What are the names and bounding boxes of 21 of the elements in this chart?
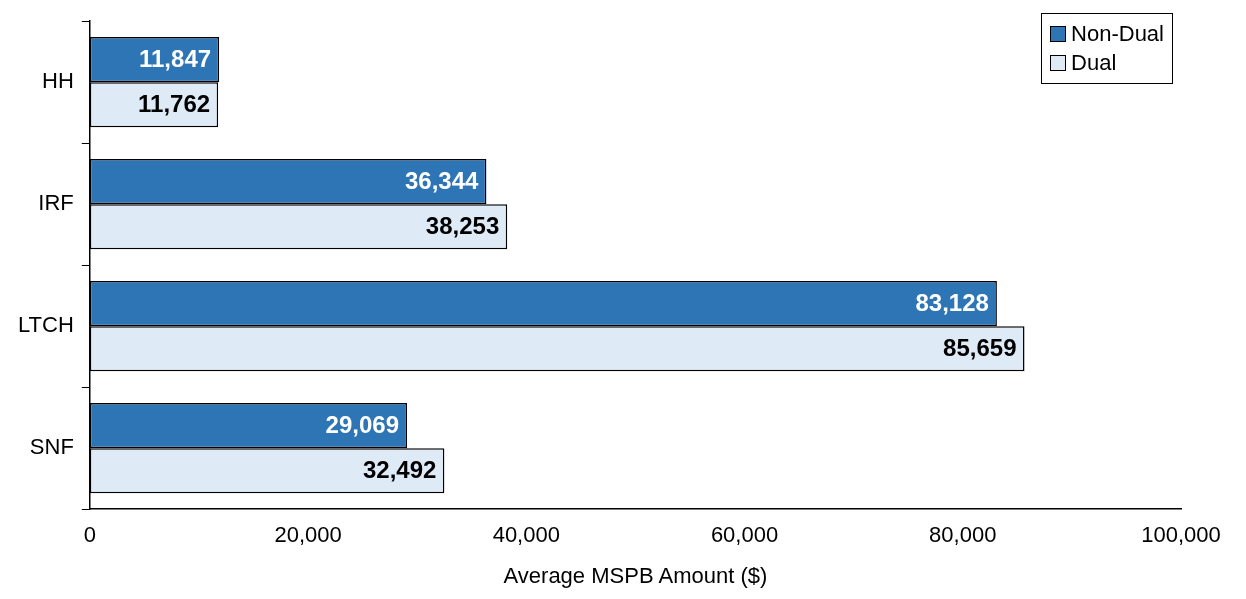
data-label: 11,847 xyxy=(139,45,212,73)
legend-label: Non-Dual xyxy=(1071,21,1164,48)
legend-label: Dual xyxy=(1071,50,1117,77)
y-tick-label: IRF xyxy=(38,190,74,216)
data-label: 38,253 xyxy=(425,212,500,240)
x-tick-label: 100,000 xyxy=(1141,522,1221,548)
data-label: 83,128 xyxy=(915,289,989,317)
x-tick-label: 0 xyxy=(83,522,96,548)
data-label: 11,762 xyxy=(138,90,211,118)
y-tick-label: LTCH xyxy=(17,312,74,338)
x-tick-label: 40,000 xyxy=(492,522,560,548)
x-tick-label: 80,000 xyxy=(929,522,997,548)
y-tick-label: HH xyxy=(42,68,74,94)
data-label: 29,069 xyxy=(325,411,400,439)
data-label: 36,344 xyxy=(404,167,480,195)
x-tick-label: 20,000 xyxy=(274,522,342,548)
x-axis-title: Average MSPB Amount ($) xyxy=(503,562,768,588)
data-label: 32,492 xyxy=(362,456,437,484)
data-label: 85,659 xyxy=(943,334,1017,362)
x-tick-label: 60,000 xyxy=(710,522,779,548)
y-tick-label: SNF xyxy=(29,434,74,460)
